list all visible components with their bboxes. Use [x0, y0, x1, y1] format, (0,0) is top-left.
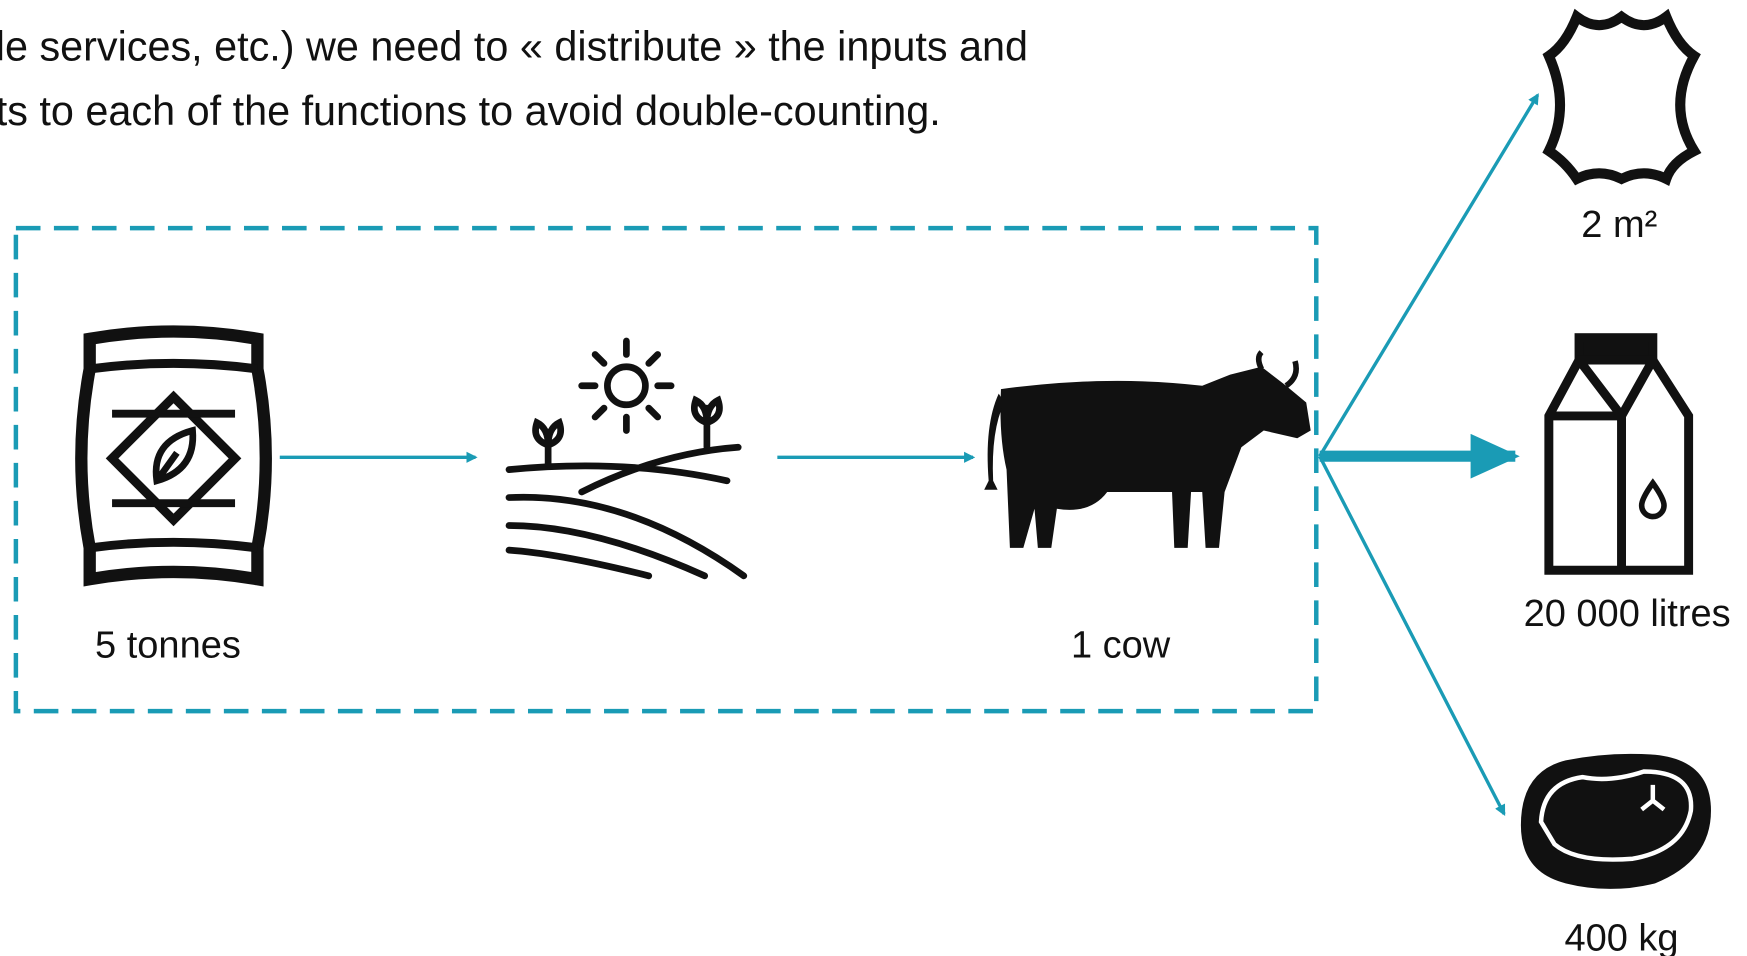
cow-icon: [984, 350, 1311, 548]
system-boundary: [13, 225, 1319, 714]
milk-icon: [1544, 333, 1694, 575]
text-line: le services, etc.) we need to « distribu…: [0, 23, 1028, 69]
leather-icon: [1542, 8, 1702, 186]
label: 5 tonnes: [95, 624, 241, 666]
arrow: [1318, 455, 1506, 816]
field-icon: [505, 337, 748, 580]
meat-icon: [1520, 753, 1711, 889]
label: 400 kg: [1564, 917, 1678, 956]
arrow: [1318, 93, 1540, 458]
text-line: ts to each of the functions to avoid dou…: [0, 88, 941, 134]
label: 2 m²: [1581, 204, 1657, 246]
label: 1 cow: [1071, 624, 1171, 666]
feed-bag-icon: [75, 325, 272, 587]
label: 20 000 litres: [1524, 593, 1731, 635]
